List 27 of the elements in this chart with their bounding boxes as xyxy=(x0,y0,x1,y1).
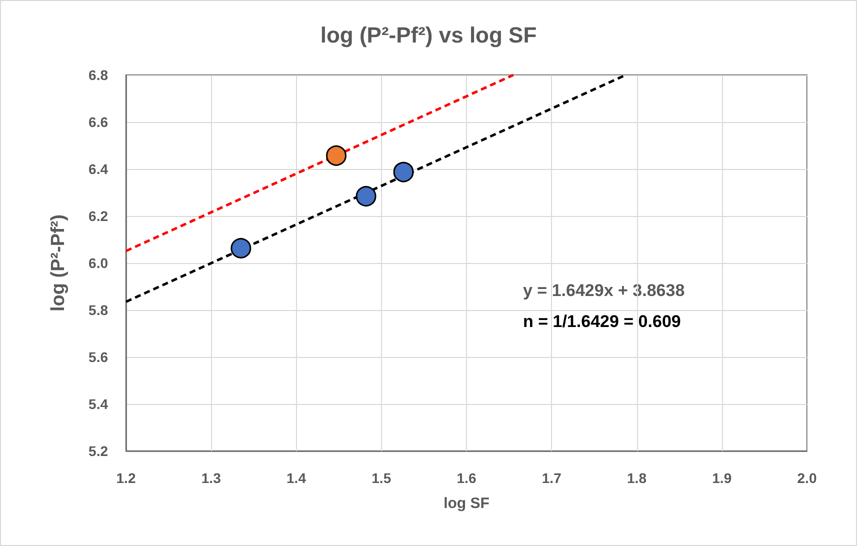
x-tick-label: 1.2 xyxy=(116,470,136,486)
y-tick-label: 5.4 xyxy=(88,396,108,412)
x-tick-label: 1.4 xyxy=(286,470,306,486)
annotation: n = 1/1.6429 = 0.609 xyxy=(523,312,681,331)
x-tick-label: 1.8 xyxy=(627,470,647,486)
x-tick-label: 2.0 xyxy=(797,470,817,486)
y-tick-label: 6.8 xyxy=(88,67,108,83)
annotation: y = 1.6429x + 3.8638 xyxy=(523,281,685,300)
x-axis-title: log SF xyxy=(444,495,490,512)
y-tick-label: 5.6 xyxy=(88,349,108,365)
y-tick-label: 6.2 xyxy=(88,208,108,224)
x-tick-label: 1.7 xyxy=(542,470,562,486)
y-tick-label: 6.4 xyxy=(88,161,108,177)
y-tick-label: 6.6 xyxy=(88,114,108,130)
point xyxy=(230,238,252,258)
chart-title: log (P²-Pf²) vs log SF xyxy=(320,22,537,48)
x-tick-label: 1.3 xyxy=(201,470,222,486)
point xyxy=(393,162,414,182)
x-tick-label: 1.5 xyxy=(372,470,392,486)
y-tick-label: 6.0 xyxy=(88,255,108,271)
x-tick-label: 1.6 xyxy=(456,470,476,486)
y-axis-title: log (P²-Pf²) xyxy=(48,214,69,312)
point xyxy=(326,145,347,166)
point xyxy=(356,186,376,207)
y-tick-label: 5.8 xyxy=(88,302,108,318)
y-tick-label: 5.2 xyxy=(88,443,108,459)
x-tick-label: 1.9 xyxy=(712,470,732,486)
